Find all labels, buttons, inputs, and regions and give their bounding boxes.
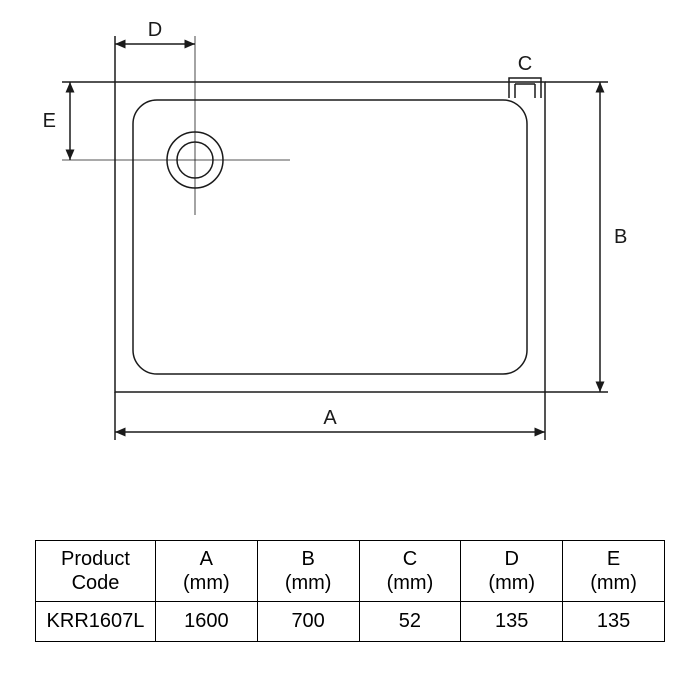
table-data-cell: 700	[257, 602, 359, 642]
table-header-cell: C(mm)	[359, 541, 461, 602]
table-header-cell: D(mm)	[461, 541, 563, 602]
table-data-cell: 135	[563, 602, 665, 642]
table-data-cell: 135	[461, 602, 563, 642]
table-data-cell: KRR1607L	[36, 602, 156, 642]
svg-text:E: E	[43, 110, 56, 132]
table-header-cell: A(mm)	[155, 541, 257, 602]
table-data-cell: 1600	[155, 602, 257, 642]
table-header-cell: ProductCode	[36, 541, 156, 602]
table-data-cell: 52	[359, 602, 461, 642]
svg-text:B: B	[614, 226, 627, 248]
svg-text:A: A	[323, 407, 337, 429]
dimension-table: ProductCodeA(mm)B(mm)C(mm)D(mm)E(mm) KRR…	[35, 540, 665, 642]
svg-text:C: C	[518, 53, 532, 75]
technical-drawing: A B C D E	[0, 0, 700, 480]
svg-text:D: D	[148, 19, 162, 41]
table-header-cell: E(mm)	[563, 541, 665, 602]
table-header-cell: B(mm)	[257, 541, 359, 602]
